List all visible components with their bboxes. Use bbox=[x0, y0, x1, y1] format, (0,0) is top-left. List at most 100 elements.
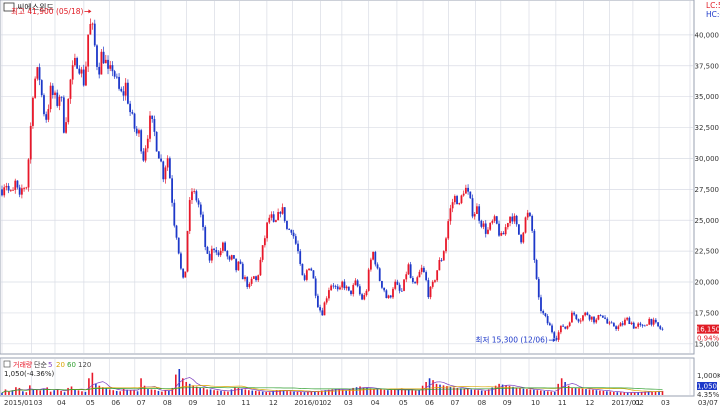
legend-simple: 단순 bbox=[34, 360, 47, 369]
y-tick-label: 22,500 bbox=[695, 248, 720, 256]
volume-bar bbox=[88, 378, 90, 395]
candle-body bbox=[584, 312, 587, 316]
candle-body bbox=[542, 311, 545, 314]
volume-bar bbox=[352, 387, 354, 395]
candle-body bbox=[509, 216, 511, 224]
candle-body bbox=[535, 260, 538, 279]
volume-bar bbox=[171, 387, 174, 395]
volume-bar bbox=[29, 385, 31, 395]
candle-body bbox=[98, 66, 101, 75]
volume-bar bbox=[633, 392, 636, 395]
candle-body bbox=[144, 148, 147, 161]
volume-bar bbox=[63, 392, 66, 395]
volume-bar bbox=[390, 389, 393, 395]
volume-bar bbox=[341, 389, 344, 395]
candle-body bbox=[537, 278, 540, 298]
volume-bar bbox=[400, 388, 403, 395]
volume-bar bbox=[272, 390, 274, 395]
volume-bar bbox=[658, 391, 660, 395]
candle-body bbox=[381, 280, 383, 288]
candle-body bbox=[255, 276, 257, 281]
candle-body bbox=[235, 258, 238, 271]
candle-body bbox=[184, 271, 187, 278]
candle-body bbox=[305, 270, 308, 280]
candle-body bbox=[272, 214, 275, 222]
volume-bar bbox=[446, 386, 448, 395]
volume-bar bbox=[515, 387, 518, 395]
candle-body bbox=[396, 281, 399, 285]
candle-body bbox=[226, 250, 229, 257]
volume-bar bbox=[359, 386, 361, 395]
candle-body bbox=[575, 314, 578, 320]
candle-body bbox=[275, 220, 277, 222]
volume-bar bbox=[105, 387, 108, 395]
candle-body bbox=[374, 251, 377, 265]
candle-body bbox=[469, 191, 472, 199]
volume-bar bbox=[310, 391, 313, 395]
candle-body bbox=[429, 286, 432, 298]
volume-bar bbox=[487, 389, 490, 395]
candle-body bbox=[49, 85, 52, 110]
volume-bar bbox=[35, 389, 38, 395]
volume-bar bbox=[456, 387, 459, 395]
candle-body bbox=[168, 158, 171, 179]
candle-body bbox=[553, 332, 556, 338]
candle-body bbox=[180, 253, 182, 269]
candle-body bbox=[129, 103, 132, 113]
volume-bar bbox=[275, 390, 278, 395]
candle-body bbox=[149, 115, 151, 139]
volume-bar bbox=[460, 388, 462, 395]
candle-body bbox=[65, 122, 67, 133]
candle-body bbox=[188, 200, 191, 232]
volume-bar bbox=[175, 374, 177, 395]
candle-body bbox=[431, 281, 434, 287]
candle-body bbox=[573, 312, 576, 315]
candle-body bbox=[182, 268, 185, 278]
candle-body bbox=[500, 232, 503, 236]
candle-body bbox=[449, 208, 452, 222]
volume-bar bbox=[588, 389, 591, 395]
volume-bar bbox=[546, 391, 549, 395]
candle-body bbox=[301, 263, 304, 276]
volume-bar bbox=[241, 388, 243, 395]
volume-bar bbox=[522, 388, 525, 395]
volume-bar bbox=[56, 389, 59, 395]
volume-bar bbox=[230, 389, 233, 395]
volume-bar bbox=[25, 392, 28, 395]
candle-body bbox=[166, 158, 169, 168]
volume-bar bbox=[626, 392, 629, 395]
candle-body bbox=[467, 187, 469, 192]
candle-body bbox=[544, 313, 547, 316]
candle-body bbox=[162, 161, 165, 180]
x-tick-label: 03 bbox=[661, 399, 670, 407]
candle-body bbox=[120, 88, 123, 92]
candle-body bbox=[438, 259, 441, 271]
date-x-axis: 2015/01 03 04 05 06 07 08 09 10 11 12 2016/01 02 03 04… bbox=[4, 399, 718, 407]
candle-body bbox=[292, 232, 295, 237]
candle-body bbox=[122, 91, 125, 96]
candle-body bbox=[107, 59, 109, 69]
x-tick-label: 10 bbox=[531, 399, 540, 407]
volume-bar bbox=[553, 392, 556, 395]
x-tick-label: 07 bbox=[137, 399, 146, 407]
volume-bar bbox=[300, 392, 302, 395]
candle-body bbox=[389, 295, 392, 298]
candle-body bbox=[365, 290, 368, 296]
volume-bar bbox=[380, 389, 382, 395]
candle-body bbox=[20, 188, 23, 195]
volume-bar bbox=[289, 391, 292, 395]
candle-body bbox=[648, 318, 651, 325]
x-tick-label: 09 bbox=[503, 399, 512, 407]
candle-body bbox=[626, 317, 629, 320]
lc-label: LC:5.56 bbox=[706, 1, 720, 10]
candle-body bbox=[495, 216, 498, 224]
volume-bar bbox=[237, 387, 240, 395]
volume-bar bbox=[574, 387, 577, 395]
candle-body bbox=[78, 68, 81, 74]
y-tick-label: 25,000 bbox=[695, 217, 720, 225]
price-series bbox=[1, 18, 664, 343]
volume-bar bbox=[244, 389, 247, 395]
volume-current-box bbox=[697, 382, 717, 390]
candle-body bbox=[363, 295, 366, 300]
candle-body bbox=[398, 284, 401, 291]
